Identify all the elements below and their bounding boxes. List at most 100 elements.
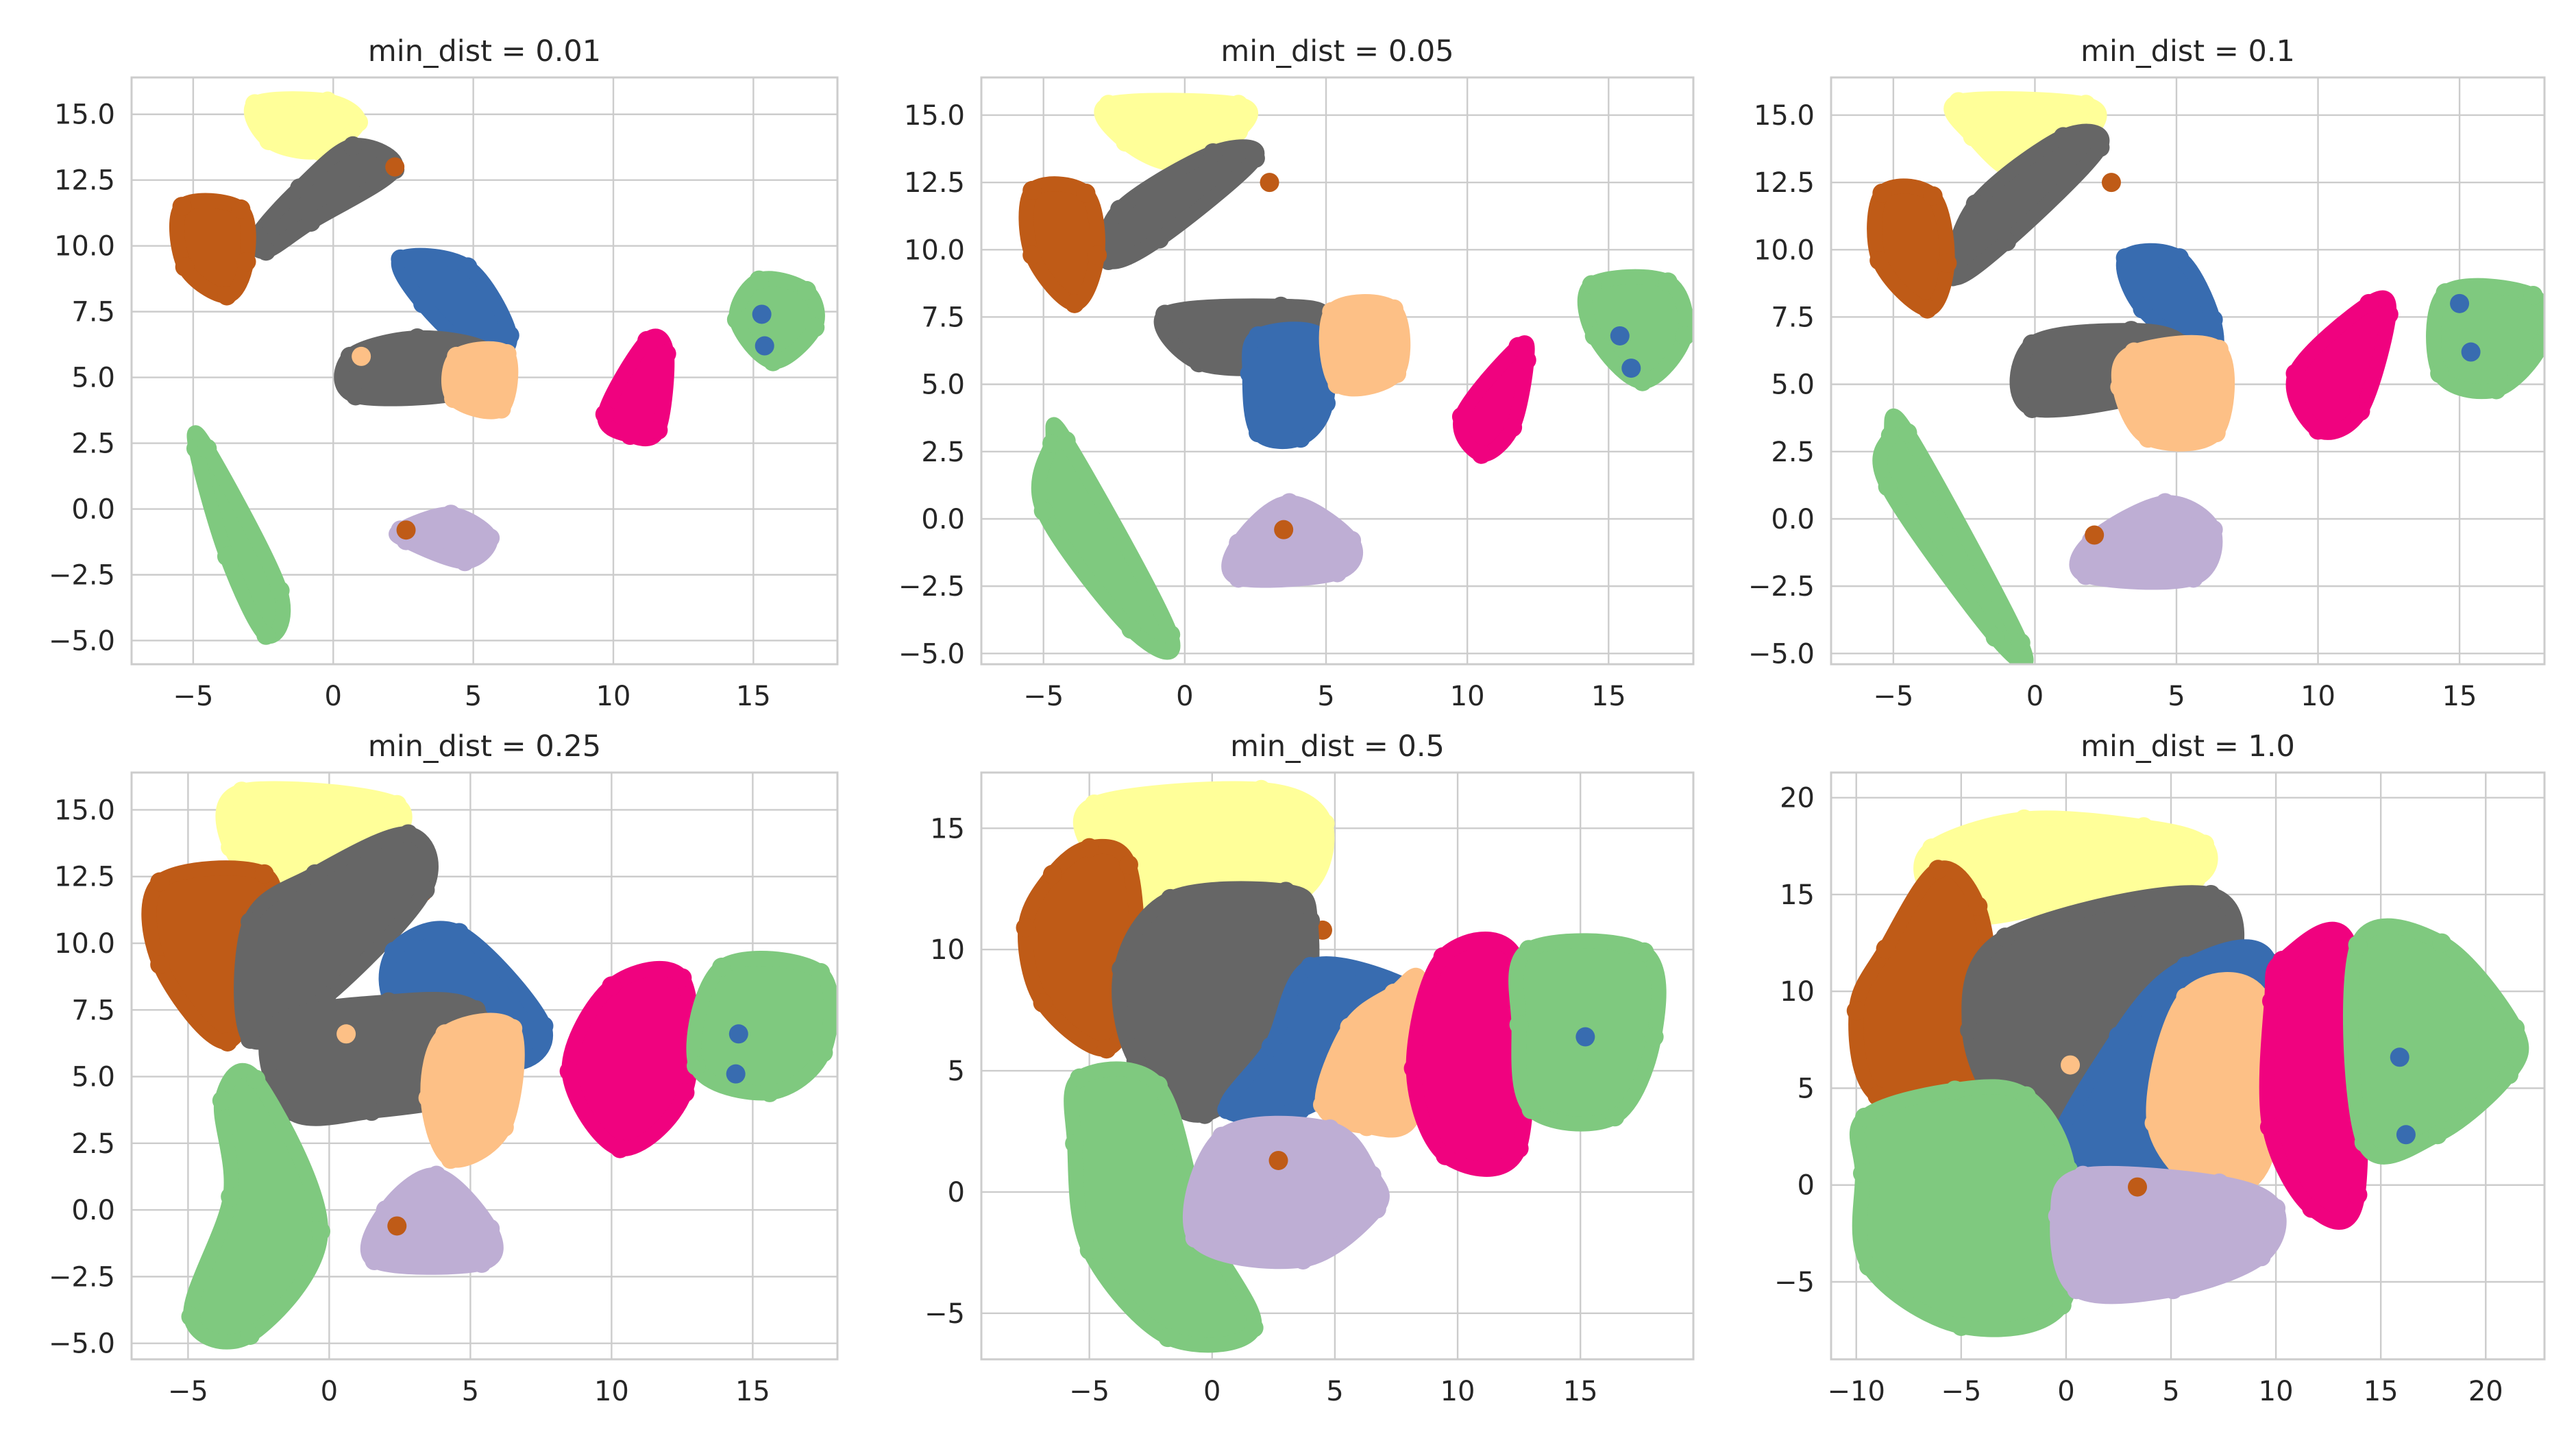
cluster-point [1362, 1165, 1382, 1185]
cluster-point [1161, 624, 1181, 644]
tick-labels: −5 0 5 10 15 −5.0 −2.5 0.0 2.5 5.0 7.5 10.0 12.5 15.0 [49, 794, 770, 1407]
x-tick-label: 0 [1203, 1376, 1220, 1407]
cluster-point [1945, 1080, 1965, 1100]
cluster-point [2176, 956, 2196, 976]
cluster-point [2261, 991, 2281, 1011]
cluster-point [259, 131, 279, 151]
cluster-point [2134, 817, 2154, 837]
cluster-point [387, 794, 407, 814]
cluster-point [1249, 423, 1268, 443]
outlier-point [2085, 525, 2105, 545]
cluster-point [675, 1082, 695, 1102]
cluster-point [1584, 326, 1604, 345]
outlier-point [1268, 1150, 1288, 1170]
cluster-point [1212, 1126, 1232, 1146]
cluster-point [2090, 138, 2110, 158]
cluster-point [2124, 342, 2144, 362]
axes-frame [980, 771, 1695, 1361]
outlier-point [1575, 1027, 1595, 1047]
cluster-point [2052, 1295, 2072, 1315]
cluster-point [1937, 253, 1957, 273]
cluster-point [595, 404, 615, 424]
cluster-point [254, 864, 274, 884]
cluster-point [480, 528, 500, 548]
y-tick-label: 0 [1798, 1170, 1815, 1202]
x-tick-label: 15 [2442, 681, 2477, 712]
cluster-point [1948, 92, 1968, 112]
cluster-point [1070, 1068, 1090, 1088]
x-tick-label: 10 [1450, 681, 1485, 712]
outlier-point [2461, 342, 2481, 362]
cluster-point [1384, 299, 1403, 319]
cluster-point [290, 178, 310, 198]
cluster-point [1279, 493, 1299, 513]
y-tick-label: 15.0 [54, 794, 115, 826]
cluster-point [435, 1024, 455, 1044]
cluster-point [1632, 372, 1652, 391]
cluster-point [1240, 363, 1260, 383]
cluster-point [1276, 882, 1296, 901]
cluster-point [2115, 248, 2135, 268]
cluster-point [217, 286, 236, 306]
cluster-point [797, 280, 817, 300]
cluster-point [236, 252, 256, 271]
cluster-point [1079, 1240, 1099, 1260]
cluster-point [1996, 927, 2015, 947]
subplot-min-dist-0.05: −5 0 5 10 15 −5.0 −2.5 0.0 2.5 5.0 7.5 10.0 12.5 15.0… [898, 34, 1695, 712]
y-tick-label: 5.0 [1771, 369, 1815, 401]
cluster-point [2379, 304, 2399, 324]
cluster-point [181, 1307, 201, 1326]
cluster-point [2110, 377, 2130, 397]
outlier-point [2101, 173, 2121, 193]
cluster-point [1203, 143, 1223, 162]
axes-frame [980, 76, 1695, 666]
outlier-point [755, 336, 774, 356]
cluster-point [444, 389, 464, 409]
cluster-point [150, 955, 170, 975]
cluster-point [1519, 940, 1538, 960]
x-tick-label: 0 [321, 1376, 338, 1407]
y-tick-label: −2.5 [898, 571, 965, 603]
y-tick-label: 15 [1780, 879, 1815, 911]
y-tick-label: 0.0 [71, 1195, 115, 1226]
cluster-point [637, 330, 657, 350]
cluster-point [301, 212, 321, 232]
cluster-point [2076, 95, 2096, 114]
cluster-point [1076, 183, 1096, 203]
cluster-point [1042, 864, 1062, 884]
cluster-blob [360, 1167, 504, 1275]
y-tick-label: 15.0 [1754, 100, 1815, 132]
cluster-point [503, 1019, 523, 1039]
axes-frame [1830, 76, 2546, 666]
cluster-point [343, 136, 363, 156]
cluster-point [1088, 245, 1107, 265]
x-tick-label: 15 [736, 681, 771, 712]
cluster-point [2302, 1198, 2322, 1218]
cluster-point [1244, 1318, 1264, 1338]
cluster-point [2308, 420, 2328, 440]
axes-frame [1830, 771, 2546, 1361]
cluster-point [1340, 1017, 1360, 1037]
cluster-point [2194, 834, 2214, 854]
cluster-point [2022, 334, 2042, 354]
cluster-point [1315, 814, 1335, 834]
cluster-point [1096, 1039, 1116, 1059]
cluster-point [1965, 194, 1985, 214]
cluster-point [365, 1251, 384, 1271]
cluster-point [345, 386, 365, 406]
cluster-point [256, 625, 276, 645]
y-tick-label: 0.0 [921, 504, 965, 535]
outlier-point [1260, 173, 1279, 193]
cluster-point [1675, 326, 1693, 345]
cluster-blob [247, 138, 404, 259]
cluster-point [1322, 302, 1342, 321]
y-tick-label: −5 [1774, 1267, 1815, 1298]
cluster-point [1320, 1119, 1340, 1139]
cluster-point [2011, 633, 2031, 653]
cluster-point [2430, 363, 2450, 383]
cluster-point [232, 781, 252, 801]
cluster-point [1148, 1076, 1168, 1095]
cluster-point [1509, 1139, 1529, 1158]
x-tick-label: −10 [1828, 1376, 1885, 1407]
cluster-point [760, 1082, 780, 1102]
